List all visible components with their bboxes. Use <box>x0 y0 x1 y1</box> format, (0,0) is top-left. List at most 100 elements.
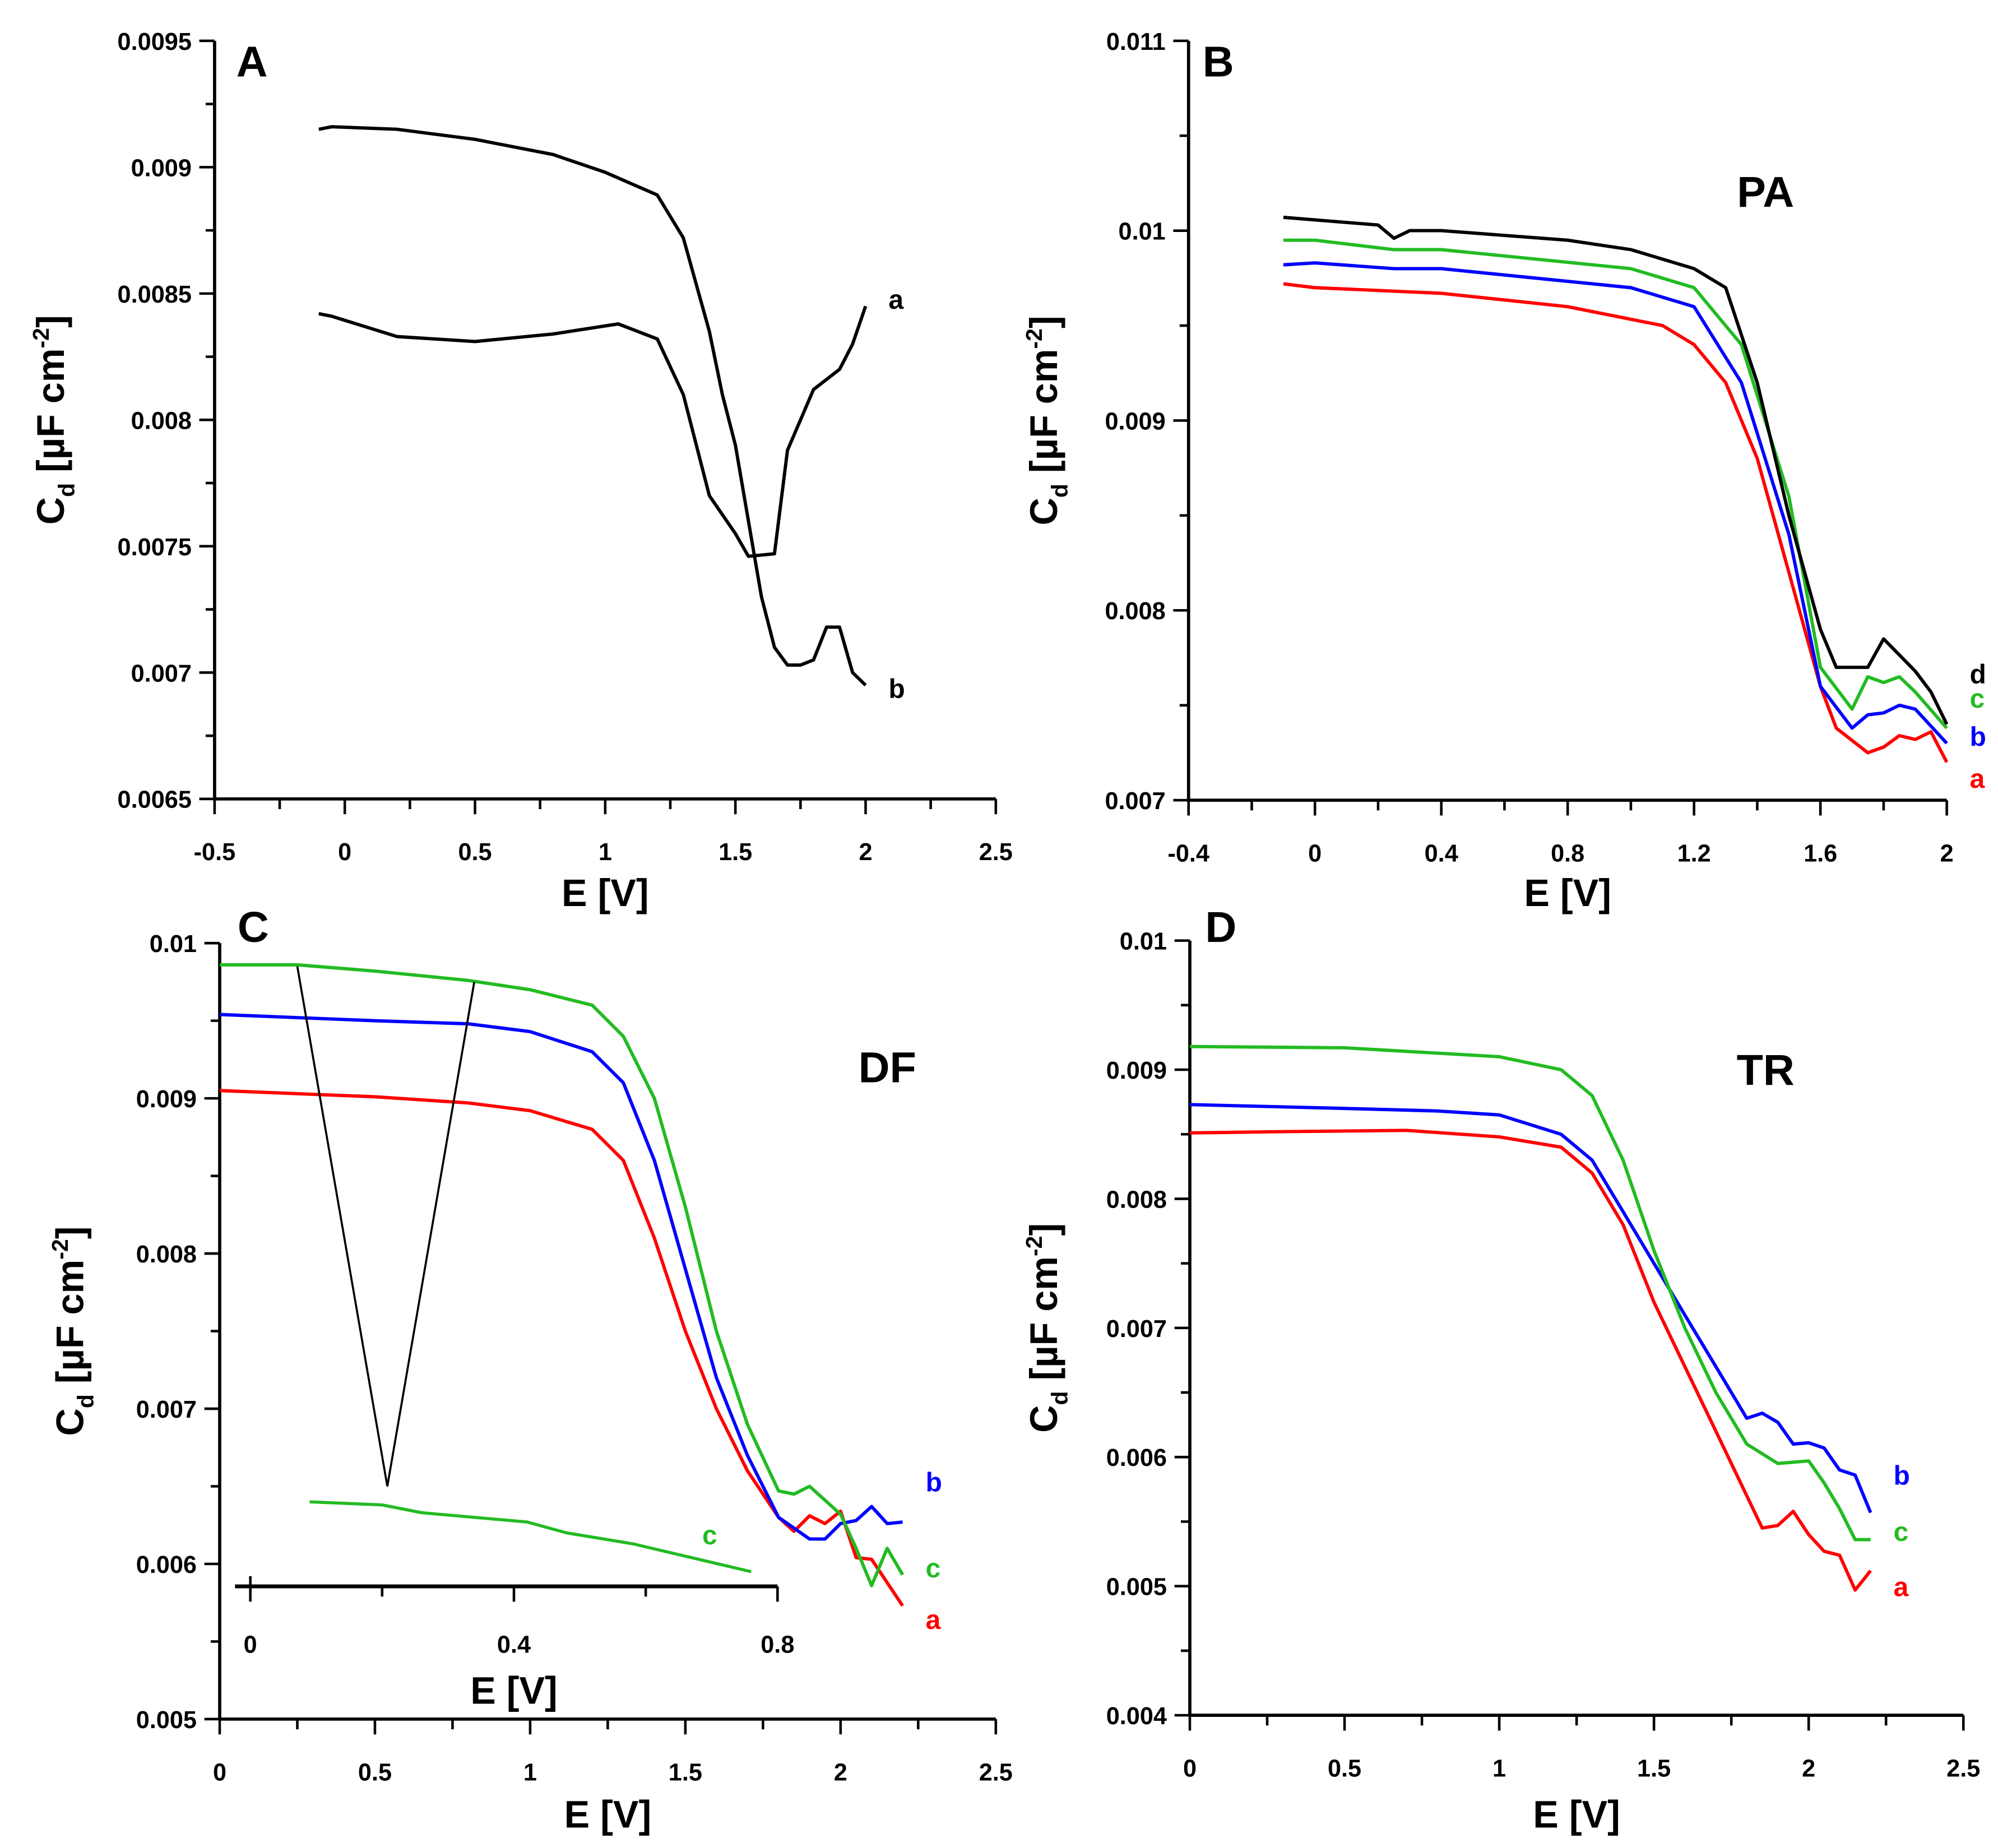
x-tick-label: 1 <box>523 1759 537 1786</box>
series-label-c: c <box>926 1554 941 1584</box>
x-tick-label: 2 <box>1940 840 1954 867</box>
x-tick-label: 0 <box>338 839 351 866</box>
inset: 0 0.4 0.8 E [V] c <box>235 966 794 1712</box>
series-label-a: a <box>926 1605 941 1635</box>
panel-C: 0 0.5 1 1.5 2 2.5 0.005 0.006 0.007 0.008 0.009 0.0… <box>47 903 1013 1836</box>
x-tick-label: 0.5 <box>1328 1755 1361 1782</box>
series-line-c <box>220 963 905 1587</box>
y-tick-label: 0.01 <box>1120 928 1167 955</box>
panel-title: DF <box>859 1043 916 1092</box>
panel-B: -0.4 0 0.4 0.8 1.2 1.6 2 0.007 0.008 0.009 0.01 0.0… <box>1021 29 1986 914</box>
x-tick-label: 0.4 <box>1425 840 1458 867</box>
series-label-a: a <box>888 285 903 315</box>
zoom-pointer-lines <box>296 966 476 1487</box>
x-tick-label: 2.5 <box>1946 1755 1980 1782</box>
x-tick-label: 2.5 <box>979 1759 1013 1786</box>
series-label-b: b <box>1970 722 1986 752</box>
y-tick-label: 0.011 <box>1106 29 1166 55</box>
x-tick-label: 1.5 <box>1637 1755 1671 1782</box>
panel-title: PA <box>1737 168 1794 216</box>
series-line-b <box>318 125 867 686</box>
panel-letter: A <box>237 38 268 86</box>
inset-x-tick-label: 0.4 <box>497 1632 531 1659</box>
series-line-a <box>219 1089 905 1607</box>
series-label-b: b <box>888 675 905 704</box>
y-tick-label: 0.007 <box>131 660 192 687</box>
y-tick-label: 0.008 <box>131 407 192 434</box>
panel-A: -0.5 0 0.5 1 1.5 2 2.5 0.0065 0.007 0.0075 0.008 0.… <box>28 29 1013 914</box>
x-axis-label: E [V] <box>564 1794 652 1836</box>
inset-series-label-c: c <box>702 1521 717 1550</box>
series-line-b <box>1283 261 1948 745</box>
x-tick-label: 2 <box>859 839 872 866</box>
y-tick-label: 0.007 <box>1106 1316 1167 1343</box>
inset-x-tick-label: 0 <box>244 1632 257 1659</box>
panel-letter: D <box>1205 903 1236 951</box>
x-tick-label: 0.5 <box>458 839 492 866</box>
series-line-d <box>1283 215 1949 725</box>
inset-x-tick-label: 0.8 <box>761 1632 794 1659</box>
y-tick-label: 0.007 <box>136 1396 197 1423</box>
y-tick-label: 0.009 <box>1105 408 1165 435</box>
y-tick-label: 0.008 <box>136 1241 197 1268</box>
series-line-c <box>1189 1044 1871 1541</box>
y-tick-label: 0.01 <box>150 931 197 958</box>
panel-D: 0 0.5 1 1.5 2 2.5 0.004 0.005 0.006 0.007 0.008 0.0… <box>1021 903 1981 1836</box>
x-tick-label: 1.5 <box>718 839 752 866</box>
series-line-a <box>1189 1129 1872 1592</box>
x-tick-label: -0.4 <box>1167 840 1209 867</box>
series-label-c: c <box>1970 684 1985 714</box>
series-line-b <box>1189 1103 1872 1513</box>
y-tick-label: 0.004 <box>1106 1703 1167 1730</box>
series-line-b <box>219 1013 903 1541</box>
y-axis-label: Cd [µF cm-2] <box>1021 315 1073 525</box>
series-line-a <box>318 305 868 558</box>
series-label-b: b <box>1894 1461 1910 1491</box>
x-tick-label: 1 <box>1492 1755 1506 1782</box>
series-label-a: a <box>1970 764 1985 794</box>
y-tick-label: 0.01 <box>1119 219 1166 245</box>
x-tick-label: -0.5 <box>194 839 236 866</box>
x-tick-label: 1.5 <box>669 1759 702 1786</box>
series-line-c <box>1283 238 1948 730</box>
y-tick-label: 0.005 <box>136 1707 197 1734</box>
x-tick-label: 1.6 <box>1804 840 1837 867</box>
panel-letter: B <box>1203 38 1234 86</box>
x-tick-label: 2 <box>1802 1755 1815 1782</box>
series-line-a <box>1283 282 1949 763</box>
y-tick-label: 0.007 <box>1105 788 1165 815</box>
x-tick-label: 0 <box>213 1759 226 1786</box>
x-axis-label: E [V] <box>1533 1794 1620 1836</box>
y-tick-label: 0.006 <box>136 1552 197 1578</box>
y-axis-label: Cd [µF cm-2] <box>47 1226 99 1436</box>
y-tick-label: 0.0075 <box>118 534 192 561</box>
y-tick-label: 0.006 <box>1106 1445 1167 1471</box>
x-tick-label: 0.8 <box>1551 840 1584 867</box>
series-label-d: d <box>1970 660 1986 690</box>
series-label-a: a <box>1894 1573 1909 1603</box>
series-label-c: c <box>1894 1517 1909 1547</box>
x-tick-label: 0.5 <box>358 1759 392 1786</box>
y-tick-label: 0.009 <box>131 155 192 182</box>
x-tick-label: 1 <box>599 839 612 866</box>
x-axis-label: E [V] <box>562 872 649 914</box>
inset-x-axis-label: E [V] <box>470 1670 558 1712</box>
y-tick-label: 0.0065 <box>118 787 192 814</box>
y-tick-label: 0.005 <box>1106 1574 1167 1601</box>
x-tick-label: 2 <box>834 1759 847 1786</box>
panel-title: TR <box>1737 1046 1795 1094</box>
y-tick-label: 0.008 <box>1106 1186 1167 1213</box>
series-label-b: b <box>926 1468 942 1498</box>
x-tick-label: 1.2 <box>1677 840 1711 867</box>
panel-letter: C <box>238 903 269 951</box>
y-tick-label: 0.009 <box>1106 1057 1167 1084</box>
x-axis-label: E [V] <box>1524 872 1611 914</box>
y-tick-label: 0.0095 <box>118 29 192 55</box>
x-tick-label: 0 <box>1308 840 1322 867</box>
y-tick-label: 0.0085 <box>118 281 192 308</box>
y-tick-label: 0.009 <box>136 1086 197 1113</box>
x-tick-label: 2.5 <box>979 839 1013 866</box>
x-tick-label: 0 <box>1183 1755 1197 1782</box>
inset-series-line-c <box>309 1500 752 1573</box>
